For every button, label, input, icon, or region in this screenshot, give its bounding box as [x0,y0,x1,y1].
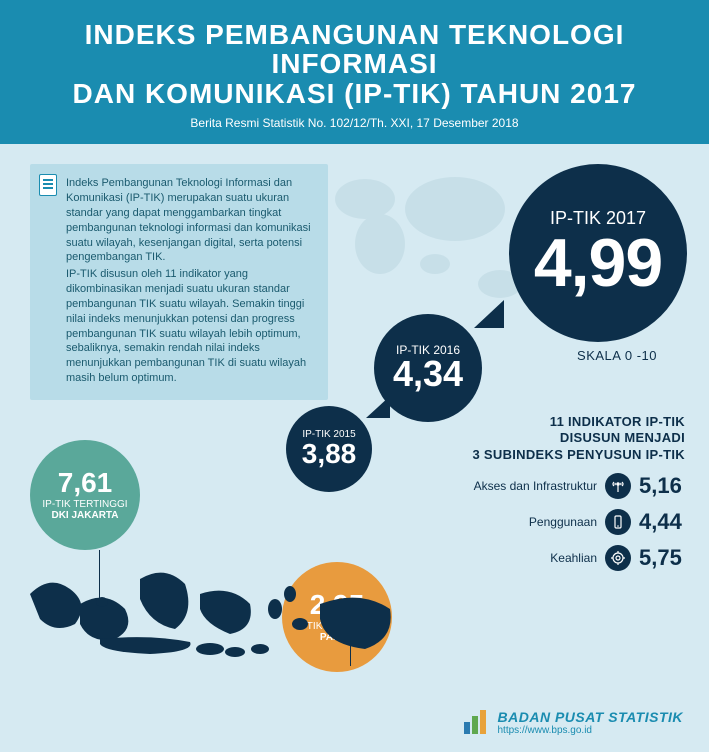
brain-icon [605,545,631,571]
subindex-title-2: DISUSUN MENJADI [560,430,685,445]
description-para-2: IP-TIK disusun oleh 11 indikator yang di… [66,267,314,386]
circle-2016-value: 4,34 [393,356,463,392]
subindex-value-1: 4,44 [639,509,685,535]
highest-line2: DKI JAKARTA [51,510,118,521]
description-para-1: Indeks Pembangunan Teknologi Informasi d… [66,176,314,265]
scale-label: SKALA 0 -10 [577,348,657,363]
footer-org: BADAN PUSAT STATISTIK [498,709,684,725]
header-bar: INDEKS PEMBANGUNAN TEKNOLOGI INFORMASI D… [0,0,709,144]
subindex-label-0: Akses dan Infrastruktur [474,479,597,493]
highest-line1: IP-TIK TERTINGGI [42,499,127,510]
subindex-item-1: Penggunaan 4,44 [463,509,685,535]
footer: BADAN PUSAT STATISTIK https://www.bps.go… [462,708,684,736]
subindex-value-2: 5,75 [639,545,685,571]
subindex-label-1: Penggunaan [529,515,597,529]
subindex-item-0: Akses dan Infrastruktur 5,16 [463,473,685,499]
phone-icon [605,509,631,535]
circle-iptik-2017: IP-TIK 2017 4,99 [509,164,687,342]
subindex-label-2: Keahlian [550,551,597,565]
bps-logo-icon [462,708,490,736]
footer-text: BADAN PUSAT STATISTIK https://www.bps.go… [498,709,684,736]
subindex-title-3: 3 SUBINDEKS PENYUSUN IP-TIK [472,447,685,462]
subindex-value-0: 5,16 [639,473,685,499]
circle-2017-value: 4,99 [534,229,662,297]
indonesia-map [20,534,400,694]
document-icon [39,174,57,196]
circle-iptik-2015: IP-TIK 2015 3,88 [286,406,372,492]
subindex-title-1: 11 INDIKATOR IP-TIK [550,414,685,429]
highest-value: 7,61 [58,469,113,497]
description-box: Indeks Pembangunan Teknologi Informasi d… [30,164,328,400]
arrow-2015-2016 [366,396,390,418]
highest-label: IP-TIK TERTINGGI DKI JAKARTA [42,499,127,522]
circle-2015-value: 3,88 [302,440,357,468]
title-line-1: INDEKS PEMBANGUNAN TEKNOLOGI INFORMASI [85,19,625,79]
main-content: Indeks Pembangunan Teknologi Informasi d… [0,144,709,752]
page-subtitle: Berita Resmi Statistik No. 102/12/Th. XX… [30,116,679,130]
arrow-2016-2017 [474,300,504,328]
footer-url: https://www.bps.go.id [498,725,684,736]
title-line-2: DAN KOMUNIKASI (IP-TIK) TAHUN 2017 [73,78,637,109]
circle-iptik-2016: IP-TIK 2016 4,34 [374,314,482,422]
page-title: INDEKS PEMBANGUNAN TEKNOLOGI INFORMASI D… [30,20,679,108]
antenna-icon [605,473,631,499]
subindex-item-2: Keahlian 5,75 [463,545,685,571]
subindex-title: 11 INDIKATOR IP-TIK DISUSUN MENJADI 3 SU… [463,414,685,463]
subindex-section: 11 INDIKATOR IP-TIK DISUSUN MENJADI 3 SU… [463,414,685,571]
